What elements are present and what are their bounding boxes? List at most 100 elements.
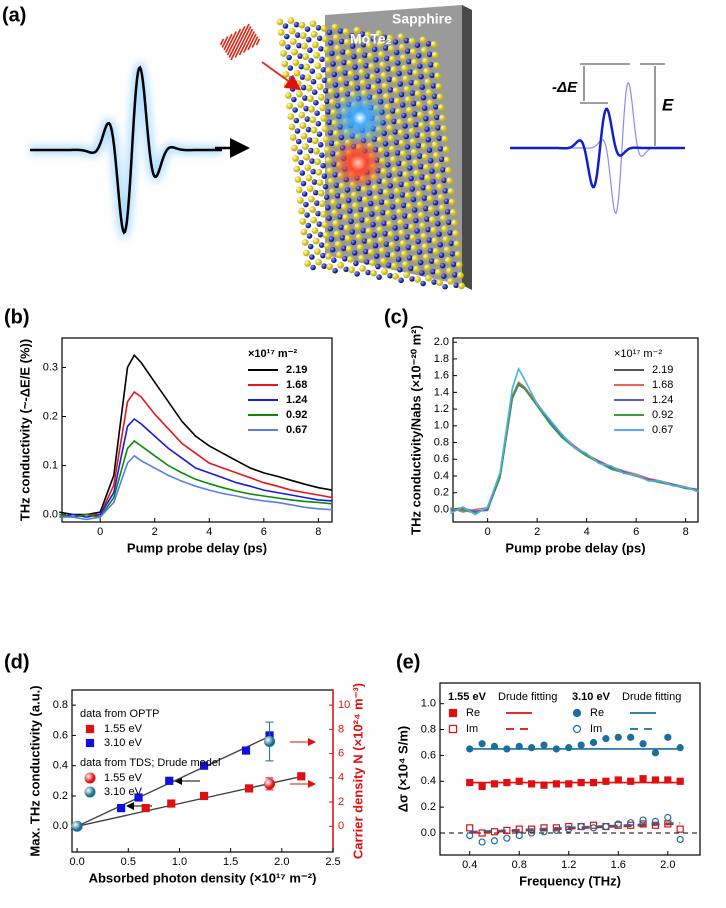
atom — [349, 43, 356, 49]
atom — [391, 118, 397, 125]
x-tick-label: 4 — [206, 526, 212, 538]
atom — [441, 135, 449, 143]
atom — [431, 189, 438, 195]
x-tick-label: 6 — [261, 526, 267, 538]
atom — [281, 60, 289, 68]
pump-fringe — [238, 28, 254, 56]
atom — [315, 168, 323, 176]
atom — [393, 235, 400, 242]
atom — [440, 214, 447, 222]
x-axis-label: Frequency (THz) — [519, 873, 621, 888]
atom — [395, 256, 402, 263]
atom — [426, 99, 434, 107]
atom — [341, 203, 348, 211]
atom — [411, 58, 418, 66]
delta-label: -ΔE — [552, 79, 578, 96]
atom — [331, 71, 338, 78]
atom — [435, 268, 442, 276]
atom — [312, 189, 319, 196]
atom — [307, 95, 314, 103]
atom — [422, 205, 429, 212]
atom — [373, 57, 379, 63]
atom — [430, 83, 437, 89]
atom — [376, 40, 384, 48]
atom — [351, 53, 357, 60]
atom — [347, 70, 355, 77]
atom — [381, 34, 388, 41]
atom — [297, 101, 304, 108]
y-axis-label: THz conductivity (~-ΔE/E (%)) — [17, 339, 32, 521]
marker — [466, 778, 474, 787]
atom — [300, 84, 307, 91]
atom — [343, 80, 350, 87]
x-tick-label: 1.2 — [561, 859, 576, 871]
atom — [357, 58, 364, 66]
atom — [408, 79, 415, 86]
atom — [421, 153, 429, 161]
atom — [344, 235, 352, 242]
atom — [369, 259, 376, 266]
atom — [409, 138, 417, 146]
y2-tick-label: 6 — [338, 747, 344, 759]
atom — [391, 262, 398, 270]
atom — [318, 93, 325, 101]
atom — [434, 114, 440, 121]
atom — [420, 142, 428, 150]
atom — [361, 196, 369, 204]
fit-line — [469, 823, 681, 834]
atom — [288, 75, 295, 82]
atom — [326, 215, 332, 221]
atom — [310, 78, 317, 85]
atom — [326, 263, 333, 271]
atom — [416, 153, 423, 159]
legend-label: 1.55 eV — [104, 723, 143, 735]
atom — [420, 94, 427, 101]
atom — [342, 214, 349, 221]
atom — [350, 239, 357, 246]
atom — [426, 237, 433, 243]
atom — [342, 70, 349, 76]
atom — [326, 77, 334, 85]
atom — [453, 282, 459, 289]
atom — [332, 34, 340, 41]
atom — [304, 74, 312, 82]
atom — [385, 66, 391, 72]
atom — [348, 266, 355, 274]
atom — [311, 227, 319, 235]
transmitted-pulse — [510, 107, 685, 189]
atom — [336, 203, 342, 210]
atom — [414, 42, 421, 48]
atom — [363, 206, 370, 214]
atom — [378, 51, 385, 58]
x-tick-label: 0.5 — [121, 856, 136, 868]
atom — [380, 257, 387, 265]
atom — [404, 192, 412, 199]
atom — [393, 97, 401, 105]
y2-tick-label: 8 — [338, 723, 344, 735]
atom — [414, 180, 422, 188]
atom — [319, 104, 326, 112]
atom — [306, 185, 314, 193]
atom — [427, 247, 434, 254]
atom — [452, 230, 459, 237]
atom — [397, 219, 404, 226]
atom — [359, 217, 365, 223]
atom — [327, 225, 334, 232]
atom — [445, 167, 452, 174]
atom — [327, 40, 334, 46]
pump-arrow — [261, 61, 302, 91]
atom — [387, 272, 393, 279]
atom — [424, 174, 431, 182]
atom — [431, 237, 439, 245]
atom — [394, 198, 402, 205]
atom — [397, 33, 405, 40]
atom — [392, 177, 400, 184]
x-tick-label: 8 — [683, 526, 689, 538]
atom — [457, 272, 464, 279]
atom — [328, 140, 335, 147]
legend-label: 1.55 eV — [104, 772, 143, 784]
atom — [424, 216, 430, 222]
atom — [289, 134, 297, 141]
atom — [412, 159, 419, 167]
marker — [627, 819, 635, 827]
